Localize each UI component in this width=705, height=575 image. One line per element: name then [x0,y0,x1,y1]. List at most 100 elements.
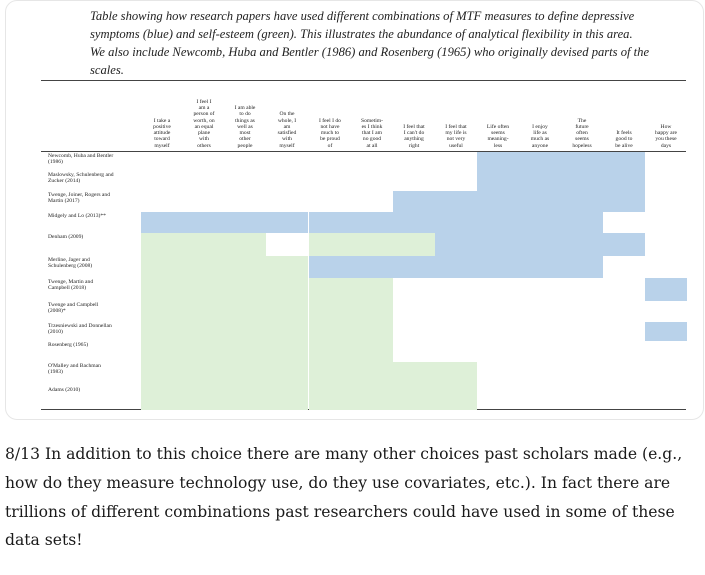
column-header: I feel I do not have much to be proud of [319,117,341,149]
self-esteem-cell [224,322,266,341]
self-esteem-cell [435,386,477,410]
column-header: On the whole, I am satisfied with myself [277,111,297,149]
header-rule [41,151,686,152]
column-header: I enjoy life as much as anyone [530,123,550,149]
depressive-cell [393,191,435,212]
depressive-cell [477,233,519,256]
depressive-cell [435,212,477,233]
self-esteem-cell [393,362,435,386]
depressive-cell [519,152,561,171]
tweet-text: 8/13 In addition to this choice there ar… [5,445,683,550]
self-esteem-cell [183,386,225,410]
depressive-cell [477,152,519,171]
self-esteem-cell [183,233,225,256]
self-esteem-cell [141,256,183,278]
self-esteem-cell [141,301,183,322]
depressive-cell [645,322,687,341]
row-label: Newcomb, Huba and Bentler (1986) [48,153,114,166]
depressive-cell [519,191,561,212]
self-esteem-cell [224,341,266,362]
self-esteem-cell [266,341,308,362]
depressive-cell [519,256,561,278]
self-esteem-cell [351,362,393,386]
table-image-card: Table showing how research papers have u… [5,0,704,420]
self-esteem-cell [435,362,477,386]
self-esteem-cell [141,322,183,341]
self-esteem-cell [351,386,393,410]
depressive-cell [561,171,603,191]
column-header: I feel that I can't do anything right [403,123,425,149]
self-esteem-cell [351,322,393,341]
depressive-cell [519,171,561,191]
self-esteem-cell [183,256,225,278]
self-esteem-cell [309,386,351,410]
self-esteem-cell [183,301,225,322]
self-esteem-cell [351,233,393,256]
self-esteem-cell [141,362,183,386]
depressive-cell [477,191,519,212]
depressive-cell [351,256,393,278]
column-header: Life often seems meaning- less [486,123,510,149]
self-esteem-cell [309,233,351,256]
depressive-cell [603,152,645,171]
depressive-cell [183,212,225,233]
depressive-cell [477,171,519,191]
depressive-cell [561,152,603,171]
depressive-cell [224,212,266,233]
self-esteem-cell [351,341,393,362]
depressive-cell [351,212,393,233]
depressive-cell [519,212,561,233]
row-label: Maslowsky, Schulenberg and Zucker (2014) [48,172,114,185]
row-label: Twenge and Campbell (2008)* [48,302,99,315]
row-label: Twenge, Joiner, Rogers and Martin (2017) [48,192,110,205]
depressive-cell [309,212,351,233]
depressive-cell [519,233,561,256]
self-esteem-cell [224,278,266,301]
depressive-cell [309,256,351,278]
column-header: Sometim- es I think that I am no good at… [360,117,384,149]
depressive-cell [266,212,308,233]
row-label: Rosenberg (1965) [48,342,89,348]
row-label: Twenge, Martin and Campbell (2018) [48,279,94,292]
self-esteem-cell [309,341,351,362]
table-top-rule [41,80,686,81]
self-esteem-cell [309,322,351,341]
column-header: I am able to do things as well as most o… [234,104,256,149]
depressive-cell [393,212,435,233]
self-esteem-cell [224,386,266,410]
self-esteem-cell [183,362,225,386]
self-esteem-cell [309,301,351,322]
depressive-cell [561,191,603,212]
depressive-cell [561,256,603,278]
self-esteem-cell [266,362,308,386]
depressive-cell [435,233,477,256]
self-esteem-cell [141,386,183,410]
self-esteem-cell [393,386,435,410]
row-label: Merline, Jager and Schulenberg (2008) [48,257,93,270]
self-esteem-cell [224,301,266,322]
depressive-cell [141,212,183,233]
column-header: I feel I am a person of worth, on an equ… [193,98,215,149]
row-label: Adams (2010) [48,387,81,393]
self-esteem-cell [351,278,393,301]
self-esteem-cell [141,341,183,362]
depressive-cell [603,233,645,256]
row-label: Denham (2009) [48,234,84,240]
table-caption: Table showing how research papers have u… [90,9,650,77]
measures-table: I take a positive attitude toward myself… [41,85,687,410]
self-esteem-cell [266,278,308,301]
self-esteem-cell [183,278,225,301]
self-esteem-cell [266,386,308,410]
depressive-cell [435,191,477,212]
depressive-cell [561,212,603,233]
self-esteem-cell [141,233,183,256]
depressive-cell [393,256,435,278]
self-esteem-cell [141,278,183,301]
depressive-cell [561,233,603,256]
depressive-cell [477,212,519,233]
depressive-cell [435,256,477,278]
self-esteem-cell [224,256,266,278]
column-header: It feels good to be alive [615,130,633,149]
self-esteem-cell [224,362,266,386]
depressive-cell [645,278,687,301]
